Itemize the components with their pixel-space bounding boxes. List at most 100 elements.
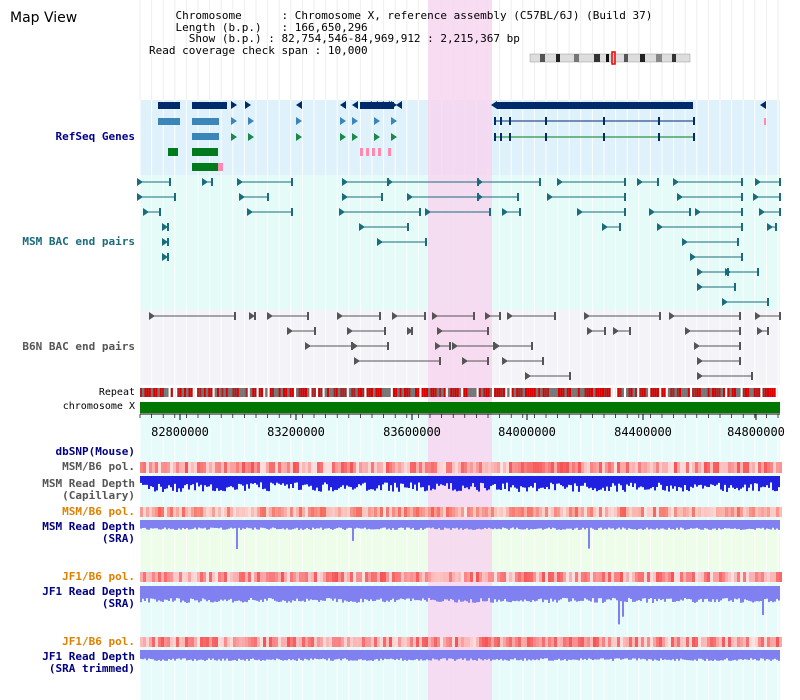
track-label-msm-pol-1[interactable]: MSM/B6 pol. (62, 460, 135, 473)
repeat-element (190, 388, 193, 397)
heat-cell (359, 572, 362, 582)
depth-bar (252, 650, 254, 659)
heat-cell (686, 637, 689, 647)
highlight-region[interactable] (428, 0, 492, 700)
heat-cell (413, 572, 416, 582)
track-label-msm-pol-2[interactable]: MSM/B6 pol. (62, 505, 135, 518)
heat-cell (224, 637, 227, 647)
depth-bar (392, 520, 394, 529)
depth-bar (392, 650, 394, 660)
heat-cell (713, 637, 716, 647)
depth-bar (652, 586, 654, 603)
depth-bar (696, 476, 698, 487)
heat-cell (173, 572, 176, 582)
track-label-msm-bac[interactable]: MSM BAC end pairs (22, 235, 135, 248)
depth-bar (524, 476, 526, 488)
depth-bar (286, 520, 288, 529)
heat-cell (320, 462, 323, 473)
repeat-element (595, 388, 598, 397)
heat-cell (731, 507, 734, 517)
track-label-jf1-depth-trimmed[interactable]: JF1 Read Depth (42, 650, 135, 663)
track-label-jf1-depth-sra-sub[interactable]: (SRA) (101, 597, 135, 610)
heat-cell (281, 462, 284, 473)
depth-bar (562, 650, 564, 661)
heat-cell (596, 637, 599, 647)
heat-cell (452, 572, 455, 582)
track-label-jf1-pol-2[interactable]: JF1/B6 pol. (62, 635, 135, 648)
depth-bar (438, 476, 440, 486)
strand-arrow (391, 133, 397, 141)
depth-bar (600, 520, 602, 528)
track-label-dbsnp[interactable]: dbSNP(Mouse) (55, 445, 135, 458)
bac-end (462, 357, 468, 365)
depth-bar (624, 586, 626, 602)
heat-cell (683, 462, 686, 473)
depth-bar (376, 520, 378, 530)
track-label-jf1-depth-sra[interactable]: JF1 Read Depth (42, 585, 135, 598)
heat-cell (272, 637, 275, 647)
depth-bar (448, 586, 450, 601)
depth-bar (220, 476, 222, 491)
heat-cell (560, 507, 563, 517)
depth-bar (570, 520, 572, 529)
track-label-msm-depth-sra[interactable]: MSM Read Depth (42, 520, 135, 533)
heat-cell (533, 462, 536, 473)
repeat-element (298, 388, 301, 397)
repeat-element (241, 388, 244, 397)
heat-cell (428, 507, 431, 517)
bac-end (377, 238, 383, 246)
depth-bar (346, 586, 348, 602)
depth-bar (590, 586, 592, 602)
depth-bar (230, 520, 232, 528)
depth-bar (316, 586, 318, 601)
heat-cell (389, 507, 392, 517)
depth-bar (166, 650, 168, 661)
track-label-jf1-depth-trimmed-sub[interactable]: (SRA trimmed) (48, 662, 135, 675)
chromosome-ideogram[interactable] (529, 51, 691, 65)
heat-cell (572, 637, 575, 647)
depth-bar (142, 586, 144, 599)
repeat-element (665, 388, 668, 397)
repeat-element (527, 388, 530, 397)
repeat-element (610, 388, 613, 397)
depth-bar (546, 520, 548, 529)
depth-bar (342, 650, 344, 659)
repeat-element (245, 388, 248, 397)
track-label-refseq[interactable]: RefSeq Genes (55, 130, 135, 143)
track-label-chromosome[interactable]: chromosome X (62, 401, 135, 412)
depth-bar (472, 520, 474, 530)
track-label-msm-depth-capillary[interactable]: MSM Read Depth (42, 477, 135, 490)
depth-bar (688, 650, 690, 661)
depth-bar (716, 520, 718, 530)
heat-cell (470, 507, 473, 517)
depth-bar (414, 520, 416, 530)
track-label-msm-depth-capillary-sub[interactable]: (Capillary) (62, 489, 135, 502)
track-label-jf1-pol-1[interactable]: JF1/B6 pol. (62, 570, 135, 583)
repeat-element (602, 388, 604, 397)
depth-bar (592, 586, 594, 599)
track-label-msm-depth-sra-sub[interactable]: (SRA) (101, 532, 135, 545)
depth-bar (162, 586, 164, 602)
depth-bar (554, 476, 556, 491)
heat-cell (473, 572, 476, 582)
depth-bar (748, 650, 750, 660)
depth-bar (564, 586, 566, 599)
depth-bar (512, 650, 514, 660)
heat-cell (305, 462, 308, 473)
heat-cell (308, 507, 311, 517)
heat-cell (293, 462, 296, 473)
track-label-b6n-bac[interactable]: B6N BAC end pairs (22, 340, 135, 353)
heat-cell (479, 462, 482, 473)
depth-bar (474, 520, 476, 530)
depth-bar (512, 586, 514, 601)
heat-cell (191, 572, 194, 582)
depth-bar (358, 520, 360, 529)
depth-bar (656, 650, 658, 661)
depth-bar (480, 586, 482, 599)
heat-cell (443, 507, 446, 517)
depth-bar (434, 520, 436, 530)
repeat-element (164, 388, 167, 397)
repeat-element (360, 388, 362, 397)
track-label-repeat[interactable]: Repeat (98, 387, 135, 398)
